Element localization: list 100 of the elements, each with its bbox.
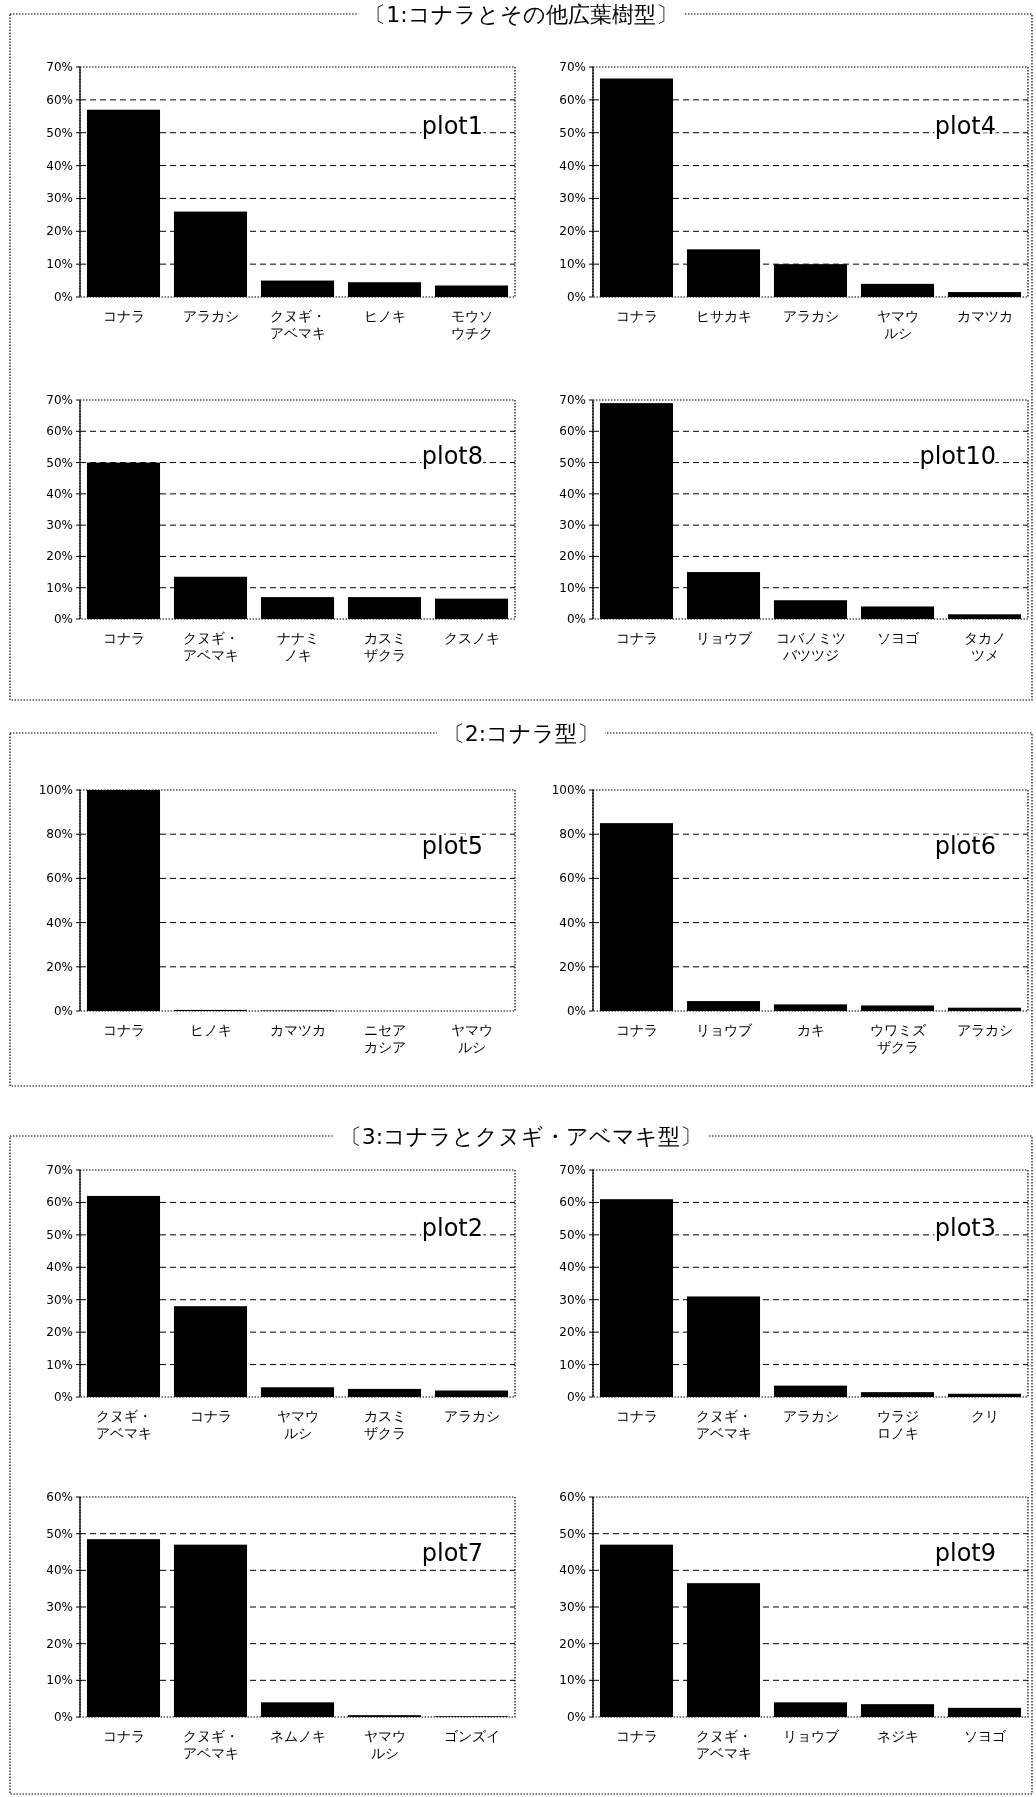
text: 〔2:コナラ型〕: [442, 721, 600, 746]
x-tick-label: ソヨゴ: [963, 1728, 1007, 1744]
y-tick-label: 40%: [46, 1563, 73, 1578]
y-tick-label: 10%: [46, 580, 73, 595]
y-tick-label: 30%: [559, 1600, 586, 1614]
y-tick-label: 20%: [559, 959, 586, 974]
x-tick-label: ネムノキ: [269, 1728, 326, 1744]
y-tick-label: 50%: [559, 1227, 586, 1242]
y-tick-label: 10%: [46, 1357, 73, 1372]
y-tick-label: 0%: [566, 290, 586, 304]
y-tick-label: 30%: [559, 191, 586, 206]
text: plot4: [934, 111, 996, 140]
y-tick-label: 30%: [559, 1292, 586, 1307]
y-tick-label: 70%: [46, 60, 73, 74]
x-tick-label: クヌギ・アベマキ: [695, 1408, 752, 1441]
x-tick-label: コナラ: [615, 1022, 658, 1038]
y-tick-label: 0%: [53, 1004, 73, 1018]
x-tick-label: コナラ: [102, 1728, 145, 1744]
y-tick-label: 60%: [46, 1490, 73, 1504]
x-tick-label: ヤマウルシ: [876, 308, 919, 341]
text: plot8: [421, 441, 483, 470]
y-tick-label: 0%: [53, 290, 73, 304]
y-tick-label: 30%: [46, 1292, 73, 1307]
y-tick-label: 10%: [46, 1673, 73, 1688]
x-tick-label: コナラ: [102, 1022, 145, 1038]
x-tick-label: リョウブ: [782, 1728, 840, 1744]
y-tick-label: 10%: [46, 257, 73, 272]
x-tick-label: クヌギ・アベマキ: [95, 1408, 152, 1441]
y-tick-label: 30%: [46, 191, 73, 206]
y-tick-label: 30%: [46, 1600, 73, 1614]
y-tick-label: 20%: [559, 549, 586, 564]
y-tick-label: 0%: [566, 1710, 586, 1724]
text: plot6: [934, 832, 996, 861]
x-tick-label: カスミザクラ: [363, 1408, 406, 1441]
x-tick-label: コバノミツバツツジ: [775, 630, 846, 663]
y-tick-label: 30%: [559, 518, 586, 533]
y-tick-label: 0%: [566, 612, 586, 626]
y-tick-label: 100%: [38, 783, 73, 797]
x-tick-label: アラカシ: [956, 1022, 1013, 1038]
y-tick-label: 50%: [46, 125, 73, 140]
text: plot9: [934, 1538, 996, 1567]
x-tick-label: アラカシ: [182, 308, 239, 324]
x-tick-label: ヤマウルシ: [276, 1408, 319, 1441]
x-tick-label: コナラ: [102, 308, 145, 324]
y-tick-label: 20%: [46, 1325, 73, 1340]
y-tick-label: 60%: [46, 871, 73, 886]
x-tick-label: クスノキ: [443, 630, 500, 646]
x-tick-label: コナラ: [615, 630, 658, 646]
y-tick-label: 80%: [559, 827, 586, 842]
x-tick-label: コナラ: [102, 630, 145, 646]
x-tick-label: ヒノキ: [363, 308, 406, 324]
y-tick-label: 40%: [46, 915, 73, 930]
y-tick-label: 0%: [53, 1390, 73, 1404]
y-tick-label: 20%: [559, 224, 586, 239]
text: plot3: [934, 1213, 996, 1242]
x-tick-label: クリ: [970, 1408, 999, 1424]
text: plot5: [421, 832, 483, 861]
y-tick-label: 10%: [559, 257, 586, 272]
y-tick-label: 60%: [46, 1195, 73, 1210]
x-tick-label: クヌギ・アベマキ: [269, 308, 326, 341]
y-tick-label: 20%: [46, 224, 73, 239]
y-tick-label: 100%: [551, 783, 586, 797]
y-tick-label: 20%: [46, 1636, 73, 1651]
x-tick-label: コナラ: [189, 1408, 232, 1424]
text: plot10: [919, 441, 996, 470]
text: plot7: [421, 1538, 483, 1567]
y-tick-label: 20%: [46, 959, 73, 974]
x-tick-label: アラカシ: [443, 1408, 500, 1424]
y-tick-label: 20%: [559, 1636, 586, 1651]
x-tick-label: ソヨゴ: [876, 630, 920, 646]
y-tick-label: 50%: [559, 125, 586, 140]
y-tick-label: 20%: [559, 1325, 586, 1340]
y-tick-label: 60%: [559, 871, 586, 886]
text: plot2: [421, 1213, 483, 1242]
x-tick-label: ヒサカキ: [695, 308, 752, 324]
y-tick-label: 40%: [559, 486, 586, 501]
x-tick-label: ヤマウルシ: [363, 1728, 406, 1761]
y-tick-label: 50%: [559, 1526, 586, 1541]
x-tick-label: リョウブ: [695, 1022, 753, 1038]
x-tick-label: リョウブ: [695, 630, 753, 646]
y-tick-label: 40%: [559, 1260, 586, 1275]
x-tick-label: カマツカ: [269, 1022, 326, 1038]
x-tick-label: ニセアカシア: [363, 1022, 406, 1055]
y-tick-label: 0%: [566, 1004, 586, 1018]
x-tick-label: ウラジロノキ: [876, 1408, 919, 1441]
x-tick-label: カマツカ: [956, 308, 1013, 324]
text: 〔3:コナラとクヌギ・アベマキ型〕: [339, 1124, 703, 1149]
x-tick-label: ウワミズザクラ: [869, 1022, 927, 1055]
x-tick-label: ヒノキ: [189, 1022, 232, 1038]
y-tick-label: 70%: [46, 393, 73, 407]
y-tick-label: 50%: [46, 455, 73, 470]
y-tick-label: 60%: [559, 92, 586, 107]
x-tick-label: コナラ: [615, 308, 658, 324]
x-tick-label: モウソウチク: [450, 308, 493, 341]
y-tick-label: 70%: [559, 60, 586, 74]
y-tick-label: 80%: [46, 827, 73, 842]
y-tick-label: 70%: [46, 1163, 73, 1177]
y-tick-label: 10%: [559, 1673, 586, 1688]
y-tick-label: 50%: [46, 1227, 73, 1242]
x-tick-label: カスミザクラ: [363, 630, 406, 663]
